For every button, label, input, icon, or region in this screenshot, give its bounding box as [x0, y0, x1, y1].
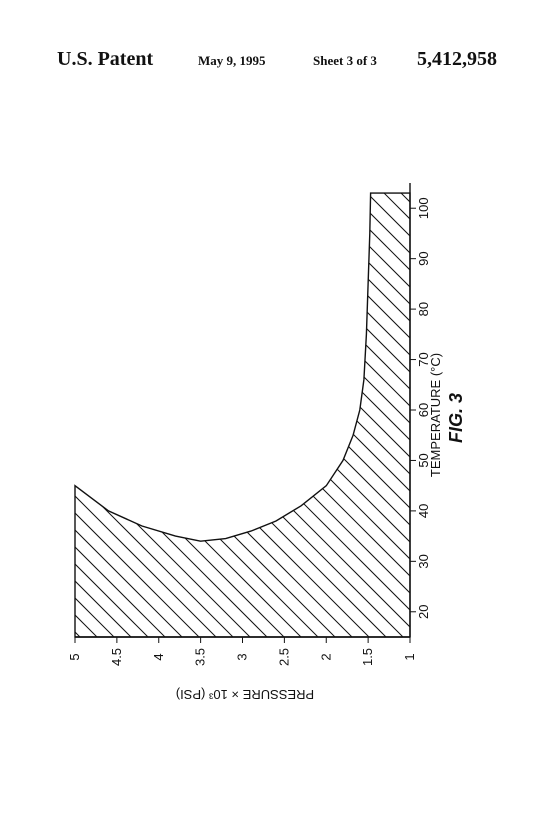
hatch-line	[305, 193, 410, 638]
patent-label: U.S. Patent	[57, 48, 154, 70]
hatch-line	[75, 193, 223, 638]
hatch-line	[425, 183, 557, 643]
hatch-line	[527, 183, 557, 643]
y-tick-label: 4.5	[109, 648, 124, 666]
hatch-line	[75, 193, 189, 638]
hatch-line	[544, 183, 557, 643]
y-tick-label: 5	[67, 653, 82, 660]
hatch-line	[75, 193, 172, 638]
y-tick-label: 2.5	[276, 648, 291, 666]
hatch-line	[152, 193, 410, 638]
y-axis-title: PRESSURE × 10³ (PSI)	[176, 687, 314, 702]
hatch-line	[254, 193, 410, 638]
hatch-line	[84, 193, 410, 638]
hatch-line	[135, 193, 410, 638]
hatch-line	[186, 193, 410, 638]
patent-date: May 9, 1995	[198, 53, 266, 68]
x-axis-title: TEMPERATURE (°C)	[428, 353, 443, 477]
hatch-line	[237, 193, 410, 638]
x-tick-label: 50	[416, 453, 431, 467]
hatch-line	[322, 193, 410, 638]
x-tick-label: 100	[416, 197, 431, 219]
y-tick-label: 3	[235, 653, 250, 660]
x-tick-label: 40	[416, 504, 431, 518]
hatch-line	[75, 193, 291, 638]
x-tick-label: 80	[416, 302, 431, 316]
hatch-line	[493, 183, 557, 643]
hatch-line	[118, 193, 410, 638]
hatch-line	[75, 193, 325, 638]
hatch-line	[75, 193, 104, 638]
region-outline	[74, 192, 411, 638]
hatch-line	[169, 193, 410, 638]
hatch-line	[75, 193, 87, 638]
hatch-line	[75, 193, 410, 638]
x-tick-label: 60	[416, 403, 431, 417]
hatch-line	[75, 193, 206, 638]
hatch-line	[271, 193, 410, 638]
hatch-line	[75, 193, 359, 638]
sheet-label: Sheet 3 of 3	[313, 53, 377, 68]
x-tick-label: 70	[416, 352, 431, 366]
hatch-line	[0, 183, 52, 643]
x-tick-label: 30	[416, 554, 431, 568]
hatch-line	[0, 183, 69, 643]
y-tick-label: 1.5	[360, 648, 375, 666]
x-axis: 20 30 40 50 60 70 80 90 100	[409, 183, 431, 637]
hatch-line	[75, 193, 257, 638]
hatch-fill	[0, 183, 557, 643]
hatch-line	[203, 193, 410, 638]
hatch-line	[75, 193, 410, 638]
y-tick-label: 1	[402, 653, 417, 660]
x-tick-label: 20	[416, 605, 431, 619]
y-tick-label: 2	[318, 653, 333, 660]
hatch-line	[75, 193, 138, 638]
hatch-line	[0, 183, 35, 643]
hatch-line	[75, 193, 393, 638]
x-tick-label: 90	[416, 251, 431, 265]
y-tick-label: 3.5	[193, 648, 208, 666]
figure-label: FIG. 3	[446, 393, 466, 443]
y-tick-label: 4	[151, 653, 166, 660]
patent-number: 5,412,958	[417, 48, 497, 70]
hatch-line	[75, 193, 240, 638]
hatch-line	[75, 193, 410, 638]
hatch-line	[510, 183, 557, 643]
hatch-line	[75, 193, 274, 638]
y-axis: 1 1.5 2 2.5 3 3.5 4 4.5 5	[67, 636, 417, 666]
hatch-line	[459, 183, 557, 643]
hatch-line	[75, 193, 155, 638]
hatch-line	[476, 183, 557, 643]
